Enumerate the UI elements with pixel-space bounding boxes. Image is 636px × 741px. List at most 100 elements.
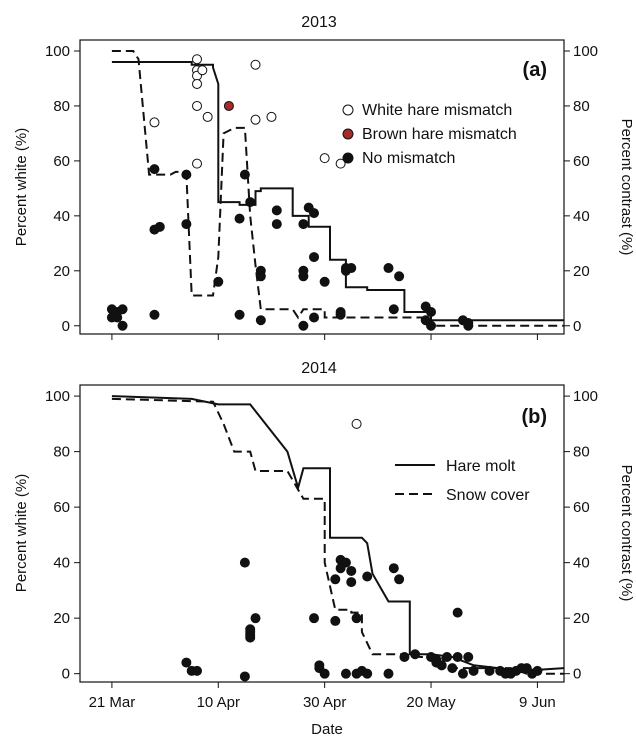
panel-a-no-mismatch-point [255, 271, 266, 282]
panel-a-no-mismatch-point [271, 205, 282, 216]
panel-a-no-mismatch-point [319, 276, 330, 287]
panel-b-no-mismatch-point [452, 652, 463, 663]
panel-b-no-mismatch-point [447, 663, 458, 674]
panel-a-ytick-left-label: 20 [53, 263, 70, 280]
panel-a-no-mismatch-point [149, 309, 160, 320]
panel-a-no-mismatch-point [149, 164, 160, 175]
panel-a-no-mismatch-point [309, 312, 320, 323]
panel-a-ytick-left-label: 60 [53, 153, 70, 170]
panel-b-no-mismatch-point [532, 665, 543, 676]
panel-b-ytick-left-label: 100 [45, 388, 70, 405]
panel-b-no-mismatch-point [245, 624, 256, 635]
panel-b-lines [111, 395, 565, 675]
panel-b-frame [79, 384, 565, 683]
panel-b-no-mismatch-point [319, 668, 330, 679]
panel-b-no-mismatch-point [394, 574, 405, 585]
panel-b-no-mismatch-point [399, 652, 410, 663]
panel-a-lines [111, 50, 564, 327]
panel-a-yticks-left: 0 20 40 60 80 100 [45, 43, 80, 335]
panel-b-no-mismatch-point [340, 668, 351, 679]
panel-a-ylabel-right: Percent contrast (%) [618, 119, 635, 256]
panel-b-yticks-right: 0 20 40 60 80 100 [564, 388, 598, 683]
panel-b-title: 2014 [301, 360, 337, 377]
panel-b-xtick-label: 9 Jun [519, 694, 556, 711]
panel-a-no-mismatch-point [463, 318, 474, 329]
panel-a-snow-cover-line [111, 50, 564, 327]
panel-a-no-mismatch-point [426, 320, 437, 331]
panel-b-ytick-left-label: 40 [53, 555, 70, 572]
panel-b-xtick-label: 21 Mar [89, 694, 136, 711]
panel-b-ytick-left-label: 20 [53, 610, 70, 627]
legend-no-mismatch-label: No mismatch [362, 150, 455, 167]
panel-a-ytick-right-label: 0 [573, 318, 581, 335]
panel-a-no-mismatch-point [234, 213, 245, 224]
panel-b-no-mismatch-point [330, 574, 341, 585]
panel-b-no-mismatch-point [192, 665, 203, 676]
panel-b-legend: Hare molt Snow cover [395, 458, 530, 504]
panel-b-ytick-left-label: 80 [53, 444, 70, 461]
panel-a-no-mismatch-point [181, 169, 192, 180]
panel-b-no-mismatch-point [351, 613, 362, 624]
panel-a-no-mismatch-point [245, 197, 256, 208]
panel-b-no-mismatch-point [362, 668, 373, 679]
panel-b-label: (b) [521, 406, 547, 428]
panel-b: 2014 (b) Percent white (%) Percent contr… [13, 360, 635, 711]
x-axis-label: Date [311, 721, 343, 738]
panel-b-ytick-left-label: 60 [53, 499, 70, 516]
panel-a-no-mismatch-point [298, 320, 309, 331]
panel-a-white-mismatch-point [192, 158, 203, 169]
panel-b-no-mismatch-point [383, 668, 394, 679]
panel-b-no-mismatch-point [441, 652, 452, 663]
panel-b-no-mismatch-point [239, 557, 250, 568]
panel-a: 2013 (a) Percent white (%) Percent contr… [13, 14, 635, 340]
panel-b-no-mismatch-point [362, 571, 373, 582]
panel-a-no-mismatch-point [255, 315, 266, 326]
panel-a-no-mismatch-point [309, 252, 320, 263]
panel-b-xtick-label: 20 May [406, 694, 456, 711]
panel-a-xticks [111, 334, 538, 340]
panel-a-white-mismatch-point [192, 78, 203, 89]
panel-b-no-mismatch-point [436, 660, 447, 671]
legend-white-mismatch-label: White hare mismatch [362, 102, 512, 119]
panel-a-brown-mismatch-point [223, 100, 234, 111]
panel-a-white-mismatch-point [192, 100, 203, 111]
panel-b-white-mismatch-point [351, 418, 362, 429]
panel-b-points [181, 418, 543, 682]
panel-a-frame [79, 39, 565, 335]
panel-b-yticks-left: 0 20 40 60 80 100 [45, 388, 80, 683]
panel-b-no-mismatch-point [340, 557, 351, 568]
panel-a-no-mismatch-point [346, 263, 357, 274]
panel-a-no-mismatch-point [271, 219, 282, 230]
panel-a-no-mismatch-point [309, 208, 320, 219]
legend-snow-cover-label: Snow cover [446, 487, 530, 504]
panel-b-no-mismatch-point [314, 660, 325, 671]
panel-b-no-mismatch-point [484, 665, 495, 676]
panel-a-ytick-left-label: 80 [53, 98, 70, 115]
panel-b-ytick-right-label: 80 [573, 444, 590, 461]
panel-a-no-mismatch-point [394, 271, 405, 282]
panel-a-no-mismatch-point [383, 263, 394, 274]
panel-a-ytick-left-label: 100 [45, 43, 70, 60]
panel-b-ylabel-left: Percent white (%) [13, 474, 30, 592]
panel-a-legend: White hare mismatch Brown hare mismatch … [342, 102, 517, 167]
panel-a-ytick-right-label: 80 [573, 98, 590, 115]
panel-a-no-mismatch-point [298, 219, 309, 230]
panel-b-no-mismatch-point [245, 632, 256, 643]
panel-a-title: 2013 [301, 14, 337, 31]
panel-a-white-mismatch-point [202, 111, 213, 122]
panel-b-no-mismatch-point [410, 649, 421, 660]
panel-b-no-mismatch-point [388, 563, 399, 574]
panel-a-no-mismatch-point [239, 169, 250, 180]
panel-a-ytick-right-label: 40 [573, 208, 590, 225]
legend-brown-mismatch-marker [342, 128, 354, 140]
panel-b-hare-molt-line [111, 395, 565, 672]
panel-a-ytick-right-label: 20 [573, 263, 590, 280]
panel-b-ytick-right-label: 40 [573, 555, 590, 572]
legend-hare-molt-label: Hare molt [446, 458, 516, 475]
panel-b-no-mismatch-point [239, 671, 250, 682]
panel-a-no-mismatch-point [181, 219, 192, 230]
panel-a-points [106, 54, 474, 331]
panel-b-no-mismatch-point [457, 668, 468, 679]
panel-b-no-mismatch-point [468, 665, 479, 676]
